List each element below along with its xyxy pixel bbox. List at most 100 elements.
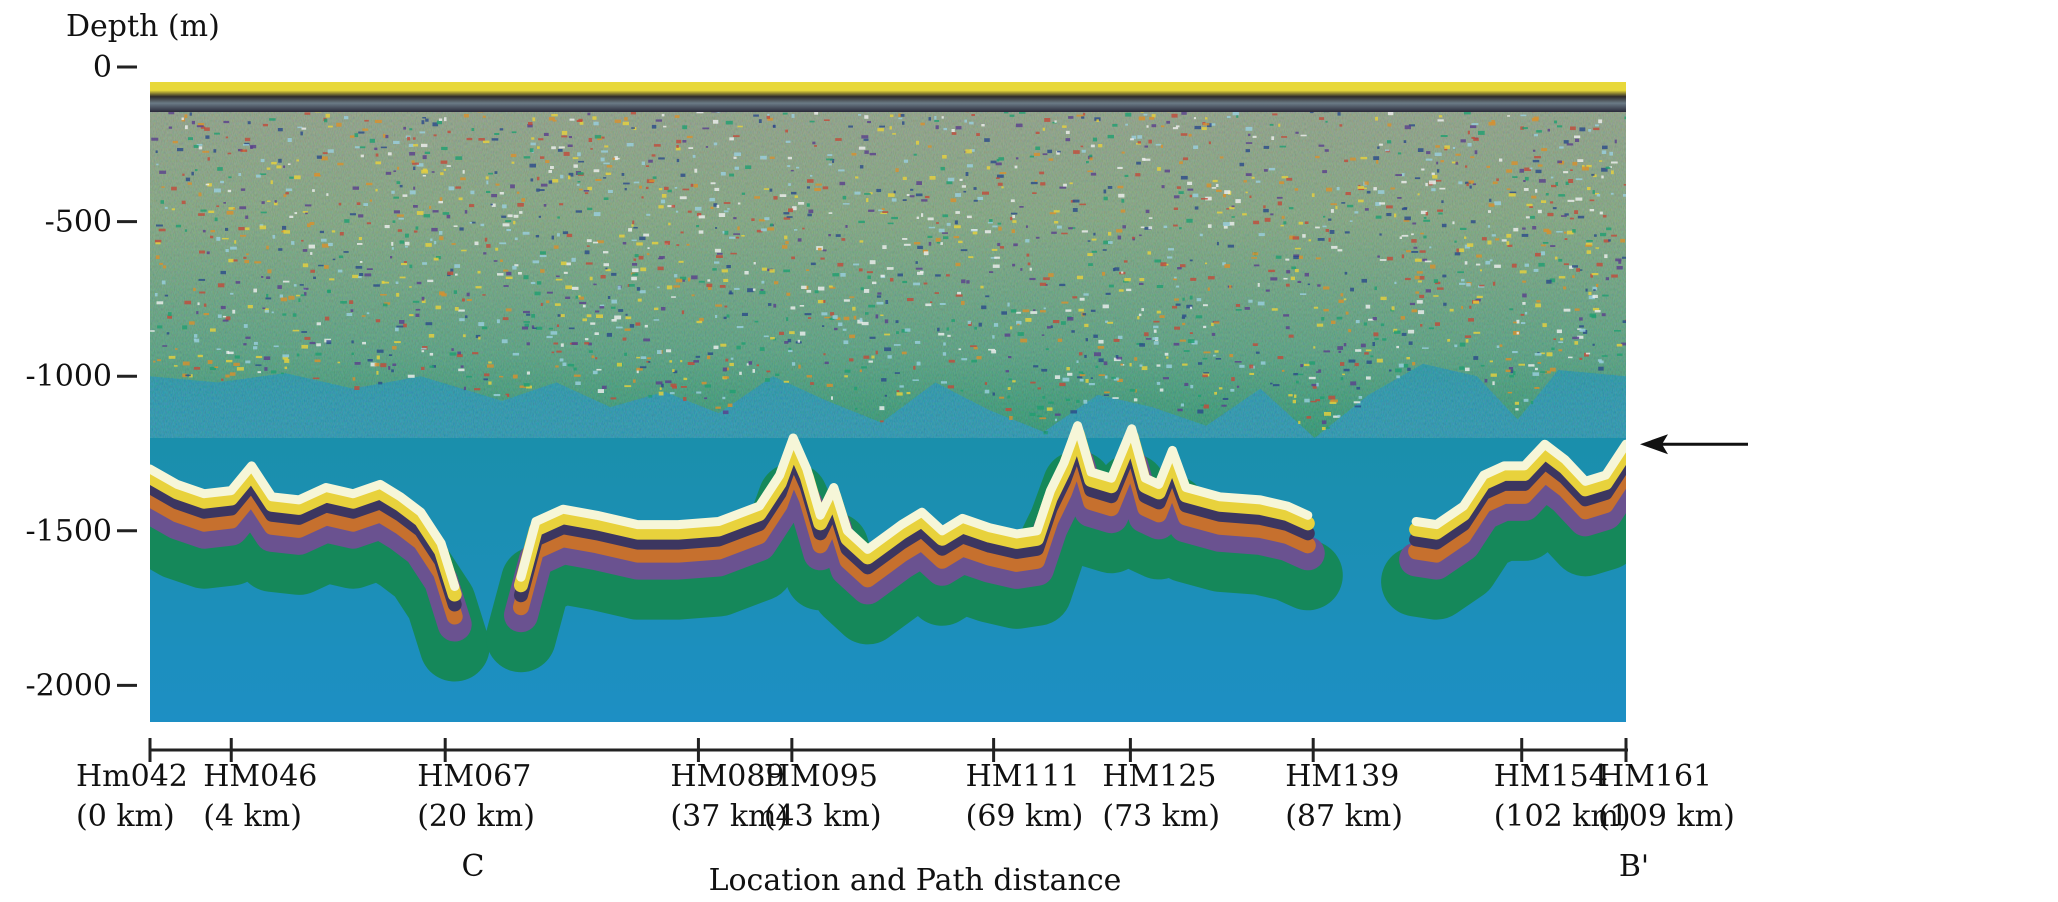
speckle-dot <box>887 222 894 225</box>
speckle-dot <box>1473 331 1481 334</box>
speckle-dot <box>448 186 455 191</box>
speckle-dot <box>1455 161 1459 165</box>
speckle-dot <box>912 379 919 381</box>
speckle-dot <box>828 285 833 288</box>
speckle-dot <box>216 205 220 208</box>
speckle-dot <box>490 203 493 206</box>
speckle-dot <box>355 266 363 269</box>
speckle-dot <box>536 188 540 192</box>
speckle-dot <box>1190 277 1197 281</box>
speckle-dot <box>1585 352 1591 355</box>
speckle-dot <box>1081 372 1085 375</box>
speckle-dot <box>661 113 665 117</box>
speckle-dot <box>349 213 356 216</box>
speckle-dot <box>431 171 435 173</box>
speckle-dot <box>1232 111 1239 116</box>
speckle-dot <box>838 169 845 172</box>
speckle-dot <box>253 341 258 345</box>
speckle-dot <box>364 119 369 122</box>
speckle-dot <box>915 261 918 264</box>
speckle-dot <box>953 236 960 239</box>
speckle-dot <box>1231 205 1235 208</box>
speckle-dot <box>1015 157 1019 160</box>
speckle-dot <box>1328 218 1332 221</box>
speckle-dot <box>957 291 961 295</box>
speckle-dot <box>657 350 662 354</box>
speckle-dot <box>586 245 590 247</box>
speckle-dot <box>600 275 606 279</box>
speckle-dot <box>510 153 517 158</box>
speckle-dot <box>193 144 199 148</box>
speckle-dot <box>1406 357 1410 360</box>
speckle-dot <box>992 225 998 228</box>
speckle-dot <box>853 263 860 266</box>
speckle-dot <box>845 225 848 228</box>
speckle-dot <box>1488 210 1491 213</box>
speckle-dot <box>573 367 577 371</box>
speckle-dot <box>199 291 206 294</box>
speckle-dot <box>716 204 720 208</box>
speckle-dot <box>526 385 532 389</box>
speckle-dot <box>1358 396 1363 399</box>
speckle-dot <box>646 213 651 216</box>
speckle-dot <box>1222 398 1229 400</box>
speckle-dot <box>205 135 210 139</box>
speckle-dot <box>866 271 873 274</box>
speckle-dot <box>1485 260 1491 265</box>
speckle-dot <box>880 212 887 215</box>
speckle-dot <box>304 112 311 115</box>
speckle-dot <box>1364 181 1369 185</box>
speckle-dot <box>1524 263 1529 267</box>
speckle-dot <box>742 312 748 316</box>
speckle-dot <box>402 194 408 197</box>
speckle-dot <box>1513 331 1520 335</box>
speckle-dot <box>1589 209 1595 212</box>
speckle-dot <box>481 326 488 330</box>
speckle-dot <box>196 311 199 315</box>
speckle-dot <box>867 275 871 279</box>
speckle-dot <box>872 281 877 285</box>
speckle-dot <box>294 175 301 180</box>
speckle-dot <box>1417 148 1424 152</box>
speckle-dot <box>1585 244 1592 247</box>
speckle-dot <box>1084 354 1087 358</box>
speckle-dot <box>1222 262 1226 266</box>
speckle-dot <box>471 221 476 224</box>
speckle-dot <box>1057 225 1062 229</box>
speckle-dot <box>369 138 375 143</box>
speckle-dot <box>790 169 794 172</box>
speckle-dot <box>1223 222 1230 226</box>
speckle-dot <box>1308 376 1316 380</box>
speckle-dot <box>1549 278 1556 283</box>
speckle-dot <box>906 194 910 196</box>
speckle-dot <box>818 286 825 291</box>
speckle-dot <box>1331 399 1338 403</box>
speckle-dot <box>866 198 869 203</box>
speckle-dot <box>1200 404 1204 406</box>
speckle-dot <box>651 124 657 129</box>
speckle-dot <box>1112 397 1119 399</box>
speckle-dot <box>1559 146 1564 149</box>
speckle-dot <box>961 279 966 284</box>
speckle-dot <box>1304 221 1309 224</box>
speckle-dot <box>686 243 690 246</box>
speckle-dot <box>817 247 822 251</box>
speckle-dot <box>902 238 908 240</box>
speckle-dot <box>672 385 677 389</box>
speckle-dot <box>993 323 999 327</box>
speckle-dot <box>1579 325 1584 328</box>
speckle-dot <box>221 237 229 240</box>
speckle-dot <box>886 267 894 270</box>
speckle-dot <box>726 314 730 318</box>
speckle-dot <box>1443 302 1447 306</box>
speckle-dot <box>855 176 859 179</box>
speckle-dot <box>355 146 360 149</box>
speckle-dot <box>1164 352 1169 356</box>
speckle-dot <box>1509 308 1514 311</box>
speckle-dot <box>1135 173 1141 177</box>
speckle-dot <box>264 310 269 313</box>
speckle-dot <box>405 233 409 238</box>
speckle-dot <box>972 231 978 235</box>
speckle-dot <box>451 243 456 245</box>
speckle-dot <box>584 342 590 345</box>
